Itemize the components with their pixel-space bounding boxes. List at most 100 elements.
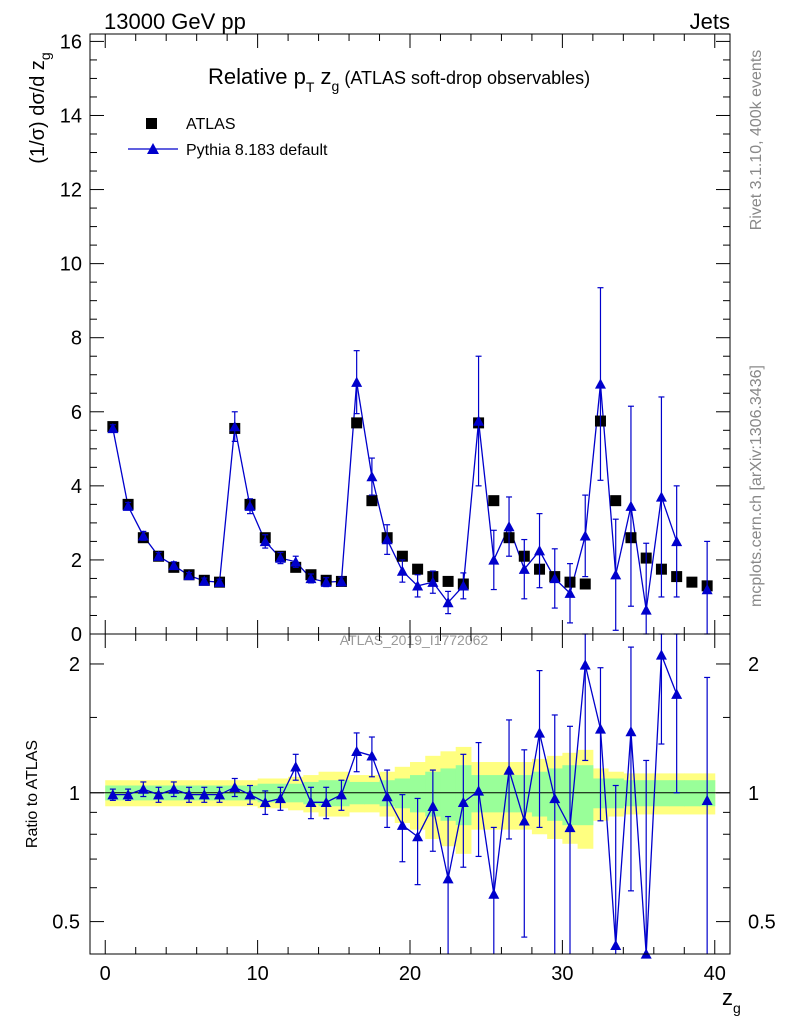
data-point	[610, 495, 622, 507]
mc-point	[412, 580, 424, 591]
band-inner-bin	[440, 768, 457, 821]
ratio-point	[549, 792, 561, 804]
ratio-point	[579, 659, 591, 670]
mc-point	[351, 376, 363, 387]
mc-line-segment	[112, 382, 678, 611]
mc-point	[610, 569, 622, 580]
ratio-point	[290, 761, 302, 772]
title-part-z: z	[314, 64, 331, 89]
ratio-point	[625, 726, 637, 737]
mc-point	[229, 421, 241, 432]
mc-point	[457, 580, 469, 591]
ratio-ytick-label: 0.5	[52, 912, 80, 934]
mc-point	[214, 576, 226, 587]
ratio-point	[457, 796, 469, 807]
ratio-point	[671, 688, 683, 699]
data-point	[351, 417, 363, 429]
xtick-label: 0	[100, 963, 111, 985]
ratio-point	[244, 789, 256, 800]
mc-point	[640, 604, 652, 615]
main-axes-ticks: 0 2 4 6 8 10 12 14 16	[60, 31, 730, 646]
ratio-point	[122, 789, 134, 800]
ratio-point	[305, 796, 317, 807]
mc-point	[168, 559, 180, 571]
ratio-point	[229, 781, 241, 792]
mc-point	[473, 415, 485, 426]
title-part-rest: (ATLAS soft-drop observables)	[339, 68, 590, 88]
watermark: ATLAS_2019_I1772062	[340, 632, 489, 648]
mc-point	[198, 575, 210, 586]
mc-point	[564, 587, 576, 598]
main-ylabel: (1/σ) dσ/d zg	[27, 52, 53, 163]
main-ytick-label: 12	[60, 180, 82, 202]
header-left: 13000 GeV pp	[104, 9, 246, 34]
ratio-ytick-label-right: 0.5	[748, 912, 776, 934]
side-label-bottom: mcplots.cern.ch [arXiv:1306.3436]	[748, 365, 765, 607]
ratio-point	[183, 789, 195, 800]
ratio-point	[259, 796, 271, 807]
mc-point	[503, 521, 515, 532]
mc-point	[244, 500, 256, 511]
main-title: Relative pT zg (ATLAS soft-drop observab…	[208, 64, 590, 95]
ratio-frame	[89, 633, 731, 955]
ratio-point	[320, 796, 332, 807]
ratio-point	[137, 783, 149, 794]
data-point	[686, 576, 698, 588]
mc-point	[274, 552, 286, 563]
mc-point	[183, 569, 195, 581]
mc-point	[153, 550, 165, 561]
band-inner-bin	[577, 765, 594, 826]
ratio-panel: 0.5 0.51 12 20 10 20 30 40	[52, 633, 776, 985]
ratio-point	[335, 789, 347, 800]
legend: ATLAS Pythia 8.183 default	[128, 116, 328, 159]
mc-point	[518, 563, 530, 574]
mc-point	[259, 535, 271, 547]
legend-label-atlas: ATLAS	[186, 116, 236, 133]
legend-marker-atlas	[146, 118, 157, 129]
ratio-point	[488, 888, 500, 899]
mc-point	[320, 576, 332, 587]
ratio-point	[701, 794, 713, 806]
ratio-point	[412, 831, 424, 842]
xtick-label: 30	[551, 963, 573, 985]
mc-point	[427, 576, 439, 587]
ratio-point	[594, 723, 606, 734]
ratio-point	[427, 800, 439, 811]
mc-point	[671, 535, 683, 547]
ratio-point	[534, 727, 546, 738]
xlabel-text: z	[722, 985, 733, 1010]
xtick-label: 40	[704, 963, 726, 985]
mc-point	[396, 565, 408, 576]
title-part-main: Relative p	[208, 64, 306, 89]
band-inner-bin	[486, 775, 502, 813]
data-point	[488, 495, 500, 507]
main-ytick-label: 16	[60, 31, 82, 53]
data-point	[366, 495, 378, 507]
mc-point	[122, 500, 134, 511]
ratio-ytick-label: 2	[69, 654, 80, 676]
main-ytick-label: 10	[60, 254, 82, 276]
main-ytick-label: 14	[60, 105, 82, 127]
main-ytick-label: 4	[71, 476, 82, 498]
mc-point	[107, 422, 119, 434]
xtick-label: 10	[246, 963, 268, 985]
mc-point	[381, 534, 393, 545]
ratio-point	[351, 745, 363, 756]
xlabel: zg	[722, 985, 741, 1016]
ratio-point	[503, 764, 515, 775]
ratio-point	[381, 791, 393, 802]
ratio-point	[442, 873, 454, 884]
ratio-point	[473, 785, 485, 796]
ratio-point	[274, 792, 286, 804]
main-panel: 0 2 4 6 8 10 12 14 16 ATLAS_2019_I1772062	[60, 31, 731, 648]
ratio-ytick-label-right: 2	[748, 654, 759, 676]
ratio-point	[366, 750, 378, 761]
mc-point	[701, 584, 713, 595]
mc-point	[594, 378, 606, 389]
side-label-top: Rivet 3.1.10, 400k events	[748, 50, 765, 231]
ratio-point	[610, 939, 622, 951]
title-sub-g: g	[332, 78, 340, 94]
ratio-point	[198, 789, 210, 800]
main-ytick-label: 0	[71, 624, 82, 646]
